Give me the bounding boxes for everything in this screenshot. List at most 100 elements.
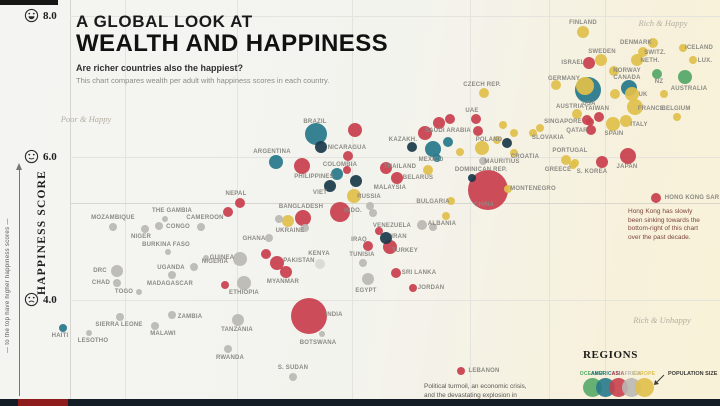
country-dot (315, 141, 327, 153)
country-label: SPAIN (604, 131, 624, 137)
gridline-horizontal (70, 157, 720, 158)
country-label: TOGO (114, 289, 134, 295)
legend-region-swatch (635, 378, 654, 397)
country-dot (190, 263, 198, 271)
country-label: MAURITIUS (484, 159, 520, 165)
country-label: HAITI (51, 333, 69, 339)
country-dot (551, 80, 561, 90)
country-label: UKRAINE (275, 228, 305, 234)
country-label: SAUDI ARABIA (425, 128, 471, 134)
country-dot (86, 330, 92, 336)
country-label: BRAZIL (303, 119, 327, 125)
country-dot (648, 38, 658, 48)
country-dot (631, 54, 643, 66)
country-dot (468, 174, 476, 182)
country-label: IRAQ (351, 237, 367, 243)
country-label: IRAN (391, 234, 407, 240)
country-label: LUX. (697, 58, 713, 64)
country-dot (660, 90, 668, 98)
country-dot (197, 223, 205, 231)
country-dot (162, 216, 168, 222)
country-dot (301, 224, 309, 232)
country-dot (443, 137, 453, 147)
country-dot (380, 162, 392, 174)
country-label: QATAR (566, 128, 588, 134)
gridline-horizontal (70, 16, 720, 17)
country-dot (347, 189, 361, 203)
video-overlay-strip (0, 0, 58, 5)
country-dot (261, 249, 271, 259)
country-label: UK (638, 92, 648, 98)
gridline-vertical (605, 0, 606, 399)
country-dot (504, 185, 512, 193)
country-dot (269, 155, 283, 169)
country-dot (391, 268, 401, 278)
country-label: TAIWAN (584, 106, 610, 112)
country-label: AUSTRIA (555, 104, 585, 110)
country-label: CHINA (474, 202, 494, 208)
country-label: MYANMAR (266, 279, 300, 285)
country-label: BELARUS (402, 175, 434, 181)
country-label: NIGERIA (201, 259, 229, 265)
population-size-label: POPULATION SIZE (668, 371, 718, 377)
country-label: TUNISIA (349, 252, 375, 258)
annotation-line: bottom-right of this chart (628, 225, 699, 232)
video-timeline[interactable] (0, 399, 720, 406)
country-dot (595, 54, 607, 66)
legend-title: REGIONS (583, 349, 638, 361)
country-label: TANZANIA (221, 327, 253, 333)
country-dot (359, 259, 367, 267)
country-label: S. KOREA (576, 169, 608, 175)
y-tick-value: 4.0 (43, 293, 57, 306)
country-label: BOTSWANA (299, 340, 337, 346)
country-dot (586, 118, 594, 126)
country-label: CONGO (166, 224, 190, 230)
country-label: BURKINA FASO (142, 242, 190, 248)
annotation-line: been sinking towards the (628, 216, 700, 224)
country-dot (627, 99, 643, 115)
country-label: CAMEROON (186, 215, 224, 221)
country-dot (369, 209, 377, 217)
country-dot (295, 210, 311, 226)
quadrant-label: Rich & Unhappy (633, 315, 691, 325)
country-dot (620, 115, 632, 127)
video-progress[interactable] (18, 399, 68, 406)
country-dot (529, 129, 537, 137)
country-label: UAE (465, 108, 479, 114)
country-dot (510, 149, 518, 157)
legend-region-label: ASIA (611, 371, 625, 377)
country-dot (113, 279, 121, 287)
country-label: PORTUGAL (552, 148, 588, 154)
country-dot (594, 112, 604, 122)
country-dot (576, 77, 594, 95)
country-label: NIGER (130, 234, 152, 240)
country-dot (136, 289, 142, 295)
country-label: SRI LANKA (401, 270, 437, 276)
country-dot (362, 273, 374, 285)
country-dot (479, 88, 489, 98)
gridline-vertical (125, 0, 126, 399)
country-dot (689, 56, 697, 64)
country-dot (577, 26, 589, 38)
country-dot (417, 220, 427, 230)
country-dot (652, 69, 662, 79)
header: A GLOBAL LOOK AT WEALTH AND HAPPINESS Ar… (76, 12, 388, 85)
country-label: MALAYSIA (373, 185, 407, 191)
country-label: MOZAMBIQUE (91, 215, 135, 221)
country-dot (282, 215, 294, 227)
country-label: LESOTHO (77, 338, 109, 344)
country-dot (270, 256, 284, 270)
country-dot (237, 276, 251, 290)
country-dot (315, 259, 325, 269)
country-label: MONTENEGRO (510, 186, 556, 192)
country-dot (678, 70, 692, 84)
country-label: FRANCE (637, 106, 665, 112)
country-label: KAZAKH. (388, 137, 418, 143)
country-dot (366, 202, 374, 210)
country-dot (324, 180, 336, 192)
country-dot (280, 266, 292, 278)
country-label: COLOMBIA (322, 162, 358, 168)
country-dot (391, 172, 403, 184)
regions-legend: REGIONS POPULATION SIZE OCEANIA AMERICAS A… (580, 349, 718, 399)
